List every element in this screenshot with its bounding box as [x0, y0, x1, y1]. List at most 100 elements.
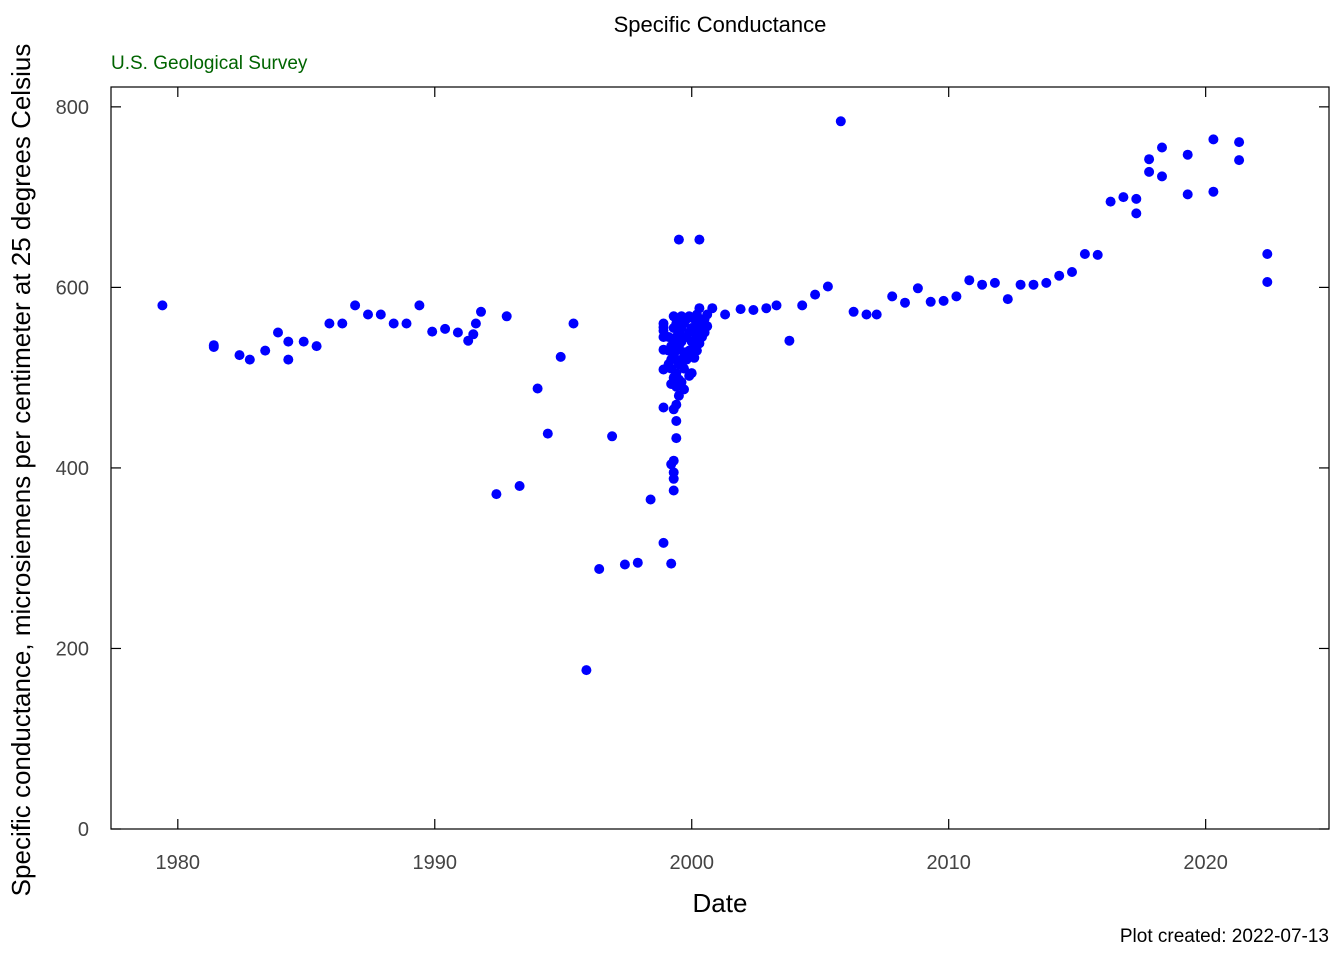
- data-point: [951, 291, 962, 302]
- data-point: [1079, 249, 1090, 259]
- data-point: [581, 665, 592, 676]
- data-point: [337, 318, 348, 329]
- data-point: [1144, 166, 1155, 177]
- data-point: [668, 485, 679, 496]
- data-point: [702, 321, 713, 332]
- data-point: [283, 354, 294, 365]
- data-point: [260, 345, 271, 356]
- data-point: [1092, 249, 1103, 260]
- data-point: [594, 564, 605, 574]
- data-point: [1054, 270, 1065, 281]
- data-point: [632, 557, 643, 568]
- data-point: [1002, 294, 1013, 305]
- data-point: [607, 431, 618, 442]
- x-axis-label: Date: [693, 888, 748, 918]
- data-point: [1028, 279, 1039, 290]
- data-point: [977, 279, 988, 290]
- data-point: [619, 559, 630, 570]
- data-point: [555, 351, 566, 362]
- data-point: [427, 326, 438, 337]
- plot-created-note: Plot created: 2022-07-13: [1120, 926, 1329, 947]
- data-point: [1157, 142, 1167, 153]
- organization-label: U.S. Geological Survey: [111, 53, 308, 74]
- data-point: [234, 350, 245, 361]
- data-point: [1262, 277, 1273, 287]
- data-point: [673, 234, 684, 245]
- y-tick-label: 800: [56, 97, 89, 119]
- data-point: [491, 489, 502, 500]
- data-point: [324, 318, 335, 329]
- data-point: [835, 116, 846, 127]
- data-point: [1118, 192, 1129, 203]
- data-point: [350, 300, 361, 311]
- data-point: [671, 433, 682, 444]
- data-point: [912, 283, 923, 294]
- data-point: [679, 384, 689, 395]
- data-point: [797, 300, 808, 311]
- data-point: [298, 336, 309, 347]
- data-point: [470, 318, 481, 329]
- data-point: [363, 309, 373, 320]
- chart-title: Specific Conductance: [614, 12, 827, 37]
- y-tick-label: 600: [56, 277, 89, 299]
- data-point: [645, 494, 656, 505]
- data-point: [440, 323, 451, 334]
- data-point: [388, 318, 399, 329]
- x-tick-label: 2020: [1183, 852, 1228, 874]
- data-point: [900, 297, 910, 308]
- data-point: [501, 311, 512, 322]
- data-point: [668, 467, 679, 478]
- data-point: [1105, 196, 1116, 207]
- data-point: [468, 329, 479, 340]
- data-point: [666, 558, 677, 569]
- data-point: [887, 291, 898, 302]
- data-point: [694, 303, 705, 314]
- data-point: [1144, 154, 1155, 165]
- data-point: [1262, 249, 1273, 259]
- data-point: [720, 309, 731, 320]
- data-point: [658, 318, 669, 329]
- data-point: [686, 368, 697, 379]
- data-point: [375, 309, 386, 320]
- data-point: [810, 289, 821, 300]
- data-point: [1131, 193, 1142, 204]
- data-point: [822, 281, 833, 292]
- data-point: [476, 306, 486, 317]
- data-point: [771, 300, 782, 311]
- data-point: [871, 309, 882, 320]
- x-tick-label: 2010: [926, 852, 971, 874]
- axis-ticks: 1980 1990 2000 2010 2020 0 200 400 600 800: [56, 87, 1329, 874]
- plot-frame: [110, 86, 1330, 830]
- data-point: [273, 327, 283, 338]
- data-points: [157, 116, 1273, 676]
- data-point: [964, 275, 975, 286]
- data-point: [1131, 208, 1142, 219]
- data-point: [938, 295, 949, 306]
- data-point: [452, 327, 463, 338]
- data-point: [748, 305, 759, 315]
- data-point: [1157, 171, 1167, 182]
- data-point: [925, 296, 936, 307]
- data-point: [1234, 137, 1245, 148]
- x-tick-label: 2000: [669, 852, 714, 874]
- data-point: [658, 537, 669, 548]
- data-point: [784, 335, 795, 346]
- y-tick-label: 200: [56, 638, 89, 660]
- data-point: [244, 354, 255, 365]
- data-point: [761, 303, 772, 314]
- data-point: [1015, 279, 1026, 290]
- data-point: [1182, 189, 1193, 200]
- data-point: [861, 309, 872, 320]
- data-point: [735, 304, 746, 315]
- data-point: [679, 363, 689, 374]
- data-point: [694, 234, 705, 245]
- data-point: [658, 402, 669, 413]
- data-point: [1208, 134, 1219, 145]
- data-point: [157, 300, 168, 311]
- data-point: [1208, 186, 1219, 197]
- data-point: [311, 341, 322, 352]
- data-point: [1041, 277, 1052, 288]
- data-point: [532, 383, 543, 394]
- data-point: [283, 336, 294, 347]
